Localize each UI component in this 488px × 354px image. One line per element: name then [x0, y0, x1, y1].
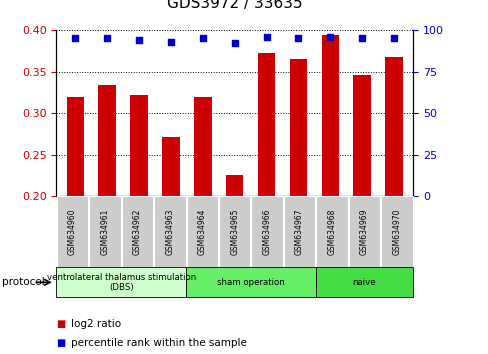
Point [389, 35, 397, 41]
Bar [162, 137, 180, 196]
Text: GSM634968: GSM634968 [327, 209, 336, 255]
Text: log2 ratio: log2 ratio [71, 319, 121, 329]
Bar [385, 57, 402, 196]
Bar [194, 97, 211, 196]
Text: GSM634970: GSM634970 [392, 209, 401, 255]
Point [167, 39, 175, 45]
Text: GSM634967: GSM634967 [295, 209, 304, 255]
Bar [289, 59, 306, 196]
Point [358, 35, 366, 41]
Bar [98, 85, 116, 196]
Text: GSM634969: GSM634969 [359, 209, 368, 255]
Text: GSM634964: GSM634964 [197, 209, 206, 255]
Point [135, 37, 142, 43]
Bar [225, 175, 243, 196]
Text: GSM634961: GSM634961 [100, 209, 109, 255]
Text: ■: ■ [56, 338, 65, 348]
Bar [130, 95, 147, 196]
Text: sham operation: sham operation [217, 278, 284, 287]
Point [199, 35, 206, 41]
Text: GSM634962: GSM634962 [133, 209, 142, 255]
Point [294, 35, 302, 41]
Bar [353, 75, 370, 196]
Text: ■: ■ [56, 319, 65, 329]
Text: naive: naive [352, 278, 376, 287]
Text: percentile rank within the sample: percentile rank within the sample [71, 338, 246, 348]
Bar [321, 35, 338, 196]
Point [103, 35, 111, 41]
Text: ventrolateral thalamus stimulation
(DBS): ventrolateral thalamus stimulation (DBS) [46, 273, 195, 292]
Text: GSM634960: GSM634960 [68, 209, 77, 255]
Text: GSM634963: GSM634963 [165, 209, 174, 255]
Text: GDS3972 / 33635: GDS3972 / 33635 [166, 0, 302, 11]
Text: GSM634966: GSM634966 [262, 209, 271, 255]
Text: protocol: protocol [2, 277, 45, 287]
Point [230, 41, 238, 46]
Point [326, 34, 334, 40]
Bar [257, 52, 275, 196]
Point [262, 34, 270, 40]
Text: GSM634965: GSM634965 [230, 209, 239, 255]
Bar [66, 97, 84, 196]
Point [71, 35, 79, 41]
